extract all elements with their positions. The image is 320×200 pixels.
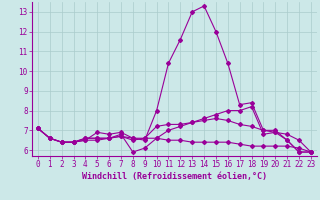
X-axis label: Windchill (Refroidissement éolien,°C): Windchill (Refroidissement éolien,°C): [82, 172, 267, 181]
